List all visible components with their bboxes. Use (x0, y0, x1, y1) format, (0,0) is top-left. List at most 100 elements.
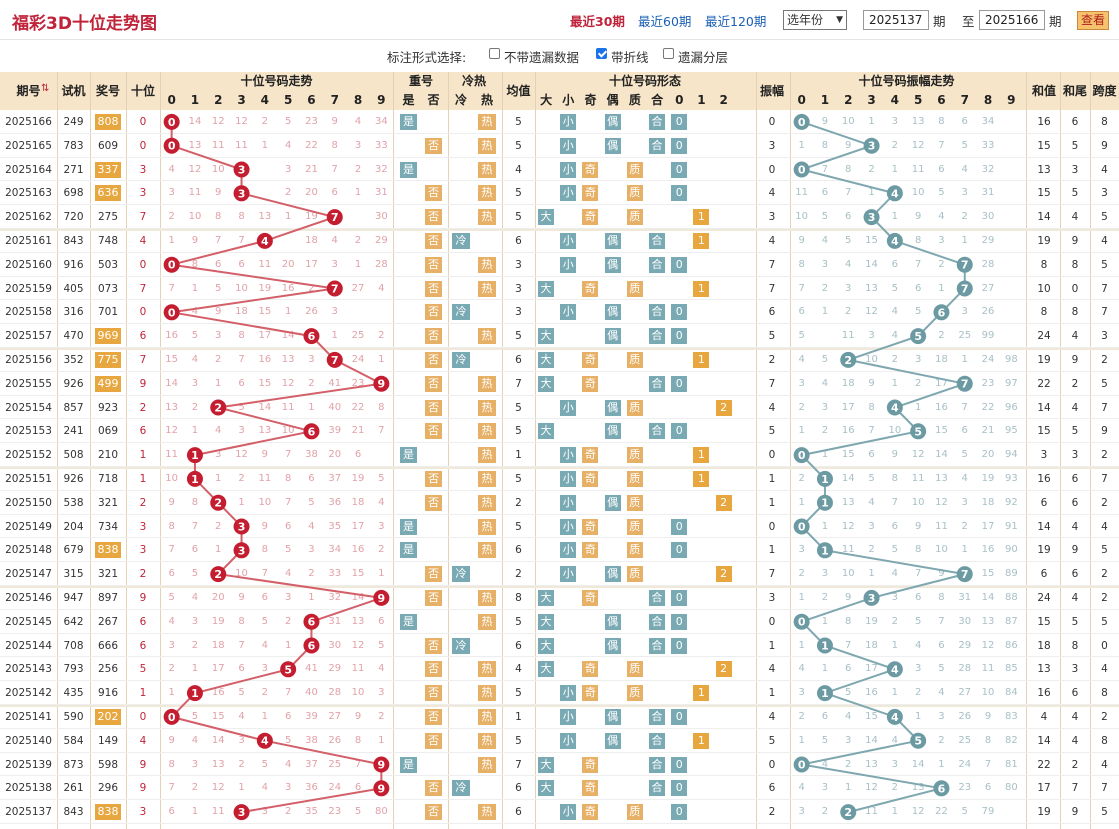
option-checkbox-line[interactable] (596, 48, 607, 59)
amp-miss-cell: 31 (958, 592, 972, 603)
trend-miss-cell: 80 (374, 806, 388, 818)
amp-miss-cell: 24 (958, 758, 972, 770)
sum-cell: 4 (1040, 711, 1048, 723)
parity-tag: 奇 (582, 661, 599, 678)
avg-cell: 5 (515, 615, 522, 628)
parity-tag: 偶 (604, 256, 621, 273)
repeat-yes-header: 是 (402, 93, 415, 107)
trend-miss-cell: 13 (258, 425, 272, 437)
trend-miss-cell: 14 (165, 377, 179, 389)
table-row (0, 419, 1119, 444)
form-sub-header: 0 (675, 93, 684, 107)
sort-icon[interactable]: ⇅ (41, 83, 50, 94)
tens-cell: 9 (139, 758, 147, 771)
cold-tag: 冷 (452, 233, 470, 249)
amp-miss-cell: 2 (821, 282, 829, 294)
period-120-link[interactable]: 最近120期 (705, 14, 767, 29)
parity-tag: 偶 (604, 709, 621, 725)
amp-miss-cell: 28 (981, 258, 995, 270)
prize-cell: 069 (97, 425, 119, 438)
group-separator (0, 229, 1119, 231)
span-cell: 0 (1101, 639, 1108, 652)
year-select[interactable]: 选年份 ▼ (783, 10, 847, 30)
trend-miss-cell: 3 (215, 330, 222, 342)
tail-cell: 6 (1071, 687, 1079, 700)
amp-miss-cell: 2 (938, 258, 945, 270)
option-checkbox-layer[interactable] (663, 48, 674, 59)
prize-cell: 838 (95, 542, 121, 559)
amp-miss-cell: 1 (938, 758, 945, 770)
view-button[interactable]: 查看 (1077, 11, 1109, 30)
span-header: 跨度 (1092, 84, 1117, 98)
amp-miss-cell: 14 (911, 758, 925, 770)
from-issue-input[interactable]: 2025137 (863, 10, 929, 30)
span-cell: 7 (1101, 306, 1108, 319)
amp-cell: 5 (768, 330, 776, 343)
trend-miss-cell: 40 (305, 687, 318, 699)
test-cell: 249 (63, 116, 84, 128)
amp-miss-cell: 32 (981, 163, 995, 175)
avg-cell: 5 (515, 687, 522, 700)
tens-cell: 2 (139, 568, 147, 581)
issue-cell: 2025143 (5, 663, 52, 676)
trend-miss-cell: 9 (215, 187, 222, 199)
test-cell: 916 (63, 258, 84, 271)
trend-miss-cell: 1 (215, 473, 222, 484)
prize-cell: 636 (95, 185, 121, 202)
amp-cell: 7 (768, 282, 776, 295)
amp-miss-cell: 31 (981, 187, 995, 199)
option-checkbox-nomiss[interactable] (489, 48, 500, 59)
amp-header: 振幅 (759, 84, 784, 98)
size-tag: 小 (560, 304, 577, 321)
trend-miss-cell: 6 (191, 544, 199, 556)
period-30-link[interactable]: 最近30期 (570, 14, 625, 29)
amp-miss-cell: 1 (891, 639, 899, 651)
amp-miss-cell: 4 (961, 163, 968, 175)
amp-miss-cell: 6 (984, 782, 992, 794)
test-cell: 204 (63, 520, 84, 533)
size-tag: 小 (560, 709, 577, 725)
issue-cell: 2025140 (5, 734, 52, 747)
span-cell: 4 (1101, 758, 1108, 771)
prime-tag: 质 (626, 518, 643, 535)
trend-miss-cell: 1 (284, 211, 292, 223)
prime-tag: 合 (649, 780, 665, 797)
trend-miss-cell: 14 (211, 734, 225, 746)
trend-miss-cell: 11 (281, 401, 295, 413)
trend-miss-cell: 12 (235, 449, 248, 461)
amp-miss-cell: 6 (961, 425, 968, 437)
trend-miss-cell: 1 (284, 639, 292, 651)
sum-cell: 15 (1037, 187, 1051, 200)
trend-miss-cell: 2 (238, 473, 245, 484)
size-tag: 大 (538, 328, 554, 345)
trend-miss-cell: 9 (215, 306, 222, 318)
amp-miss-cell: 1 (891, 377, 899, 389)
avg-cell: 5 (515, 211, 522, 224)
amp-miss-cell: 9 (914, 520, 922, 532)
amp-miss-cell: 4 (891, 330, 899, 342)
tens-cell: 3 (139, 520, 147, 533)
amp-miss-cell: 3 (891, 758, 899, 770)
cold-tag: 冷 (452, 637, 470, 654)
prime-tag: 合 (649, 590, 665, 606)
amp-miss-cell: 4 (891, 306, 899, 318)
trend-miss-cell: 32 (374, 163, 388, 175)
trend-miss-cell: 4 (331, 235, 338, 246)
table-row (0, 538, 1119, 563)
trend-miss-cell: 1 (378, 568, 385, 580)
hot-tag: 热 (478, 685, 496, 702)
tens-cell: 4 (139, 235, 147, 247)
amp-miss-cell: 9 (868, 377, 875, 389)
hot-tag: 热 (478, 447, 496, 464)
trend-miss-cell: 3 (191, 377, 199, 389)
amp-miss-cell: 3 (961, 187, 968, 199)
repeat-no-tag: 否 (425, 352, 442, 368)
amp-miss-cell: 6 (938, 163, 945, 175)
trend-miss-cell: 23 (351, 377, 365, 389)
period-60-link[interactable]: 最近60期 (638, 14, 692, 29)
tens-cell: 7 (139, 211, 147, 224)
trend-miss-cell: 12 (188, 163, 202, 175)
to-issue-input[interactable]: 2025166 (979, 10, 1045, 30)
amp-miss-cell: 18 (981, 496, 995, 508)
repeat-yes-tag: 是 (400, 114, 417, 130)
